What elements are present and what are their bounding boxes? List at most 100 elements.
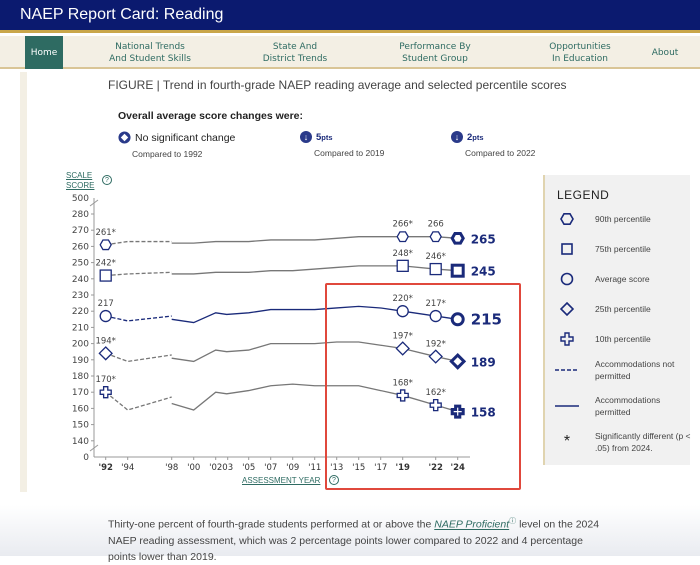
- change-value: 5: [316, 131, 322, 143]
- y-tick-label: 140: [72, 437, 89, 447]
- change-vs-2019: ↓ 5pts Compared to 2019: [300, 131, 384, 158]
- final-value-label: 265: [471, 232, 496, 246]
- nav-national-trends[interactable]: National Trends And Student Skills: [109, 41, 191, 64]
- summary-paragraph: Thirty-one percent of fourth-grade stude…: [108, 514, 608, 565]
- series-line-dashed: [105, 391, 172, 411]
- y-tick-label: 190: [72, 356, 89, 366]
- top-bar: [0, 0, 700, 33]
- series-line-solid: [171, 236, 458, 244]
- dashed-line-icon: [555, 369, 579, 371]
- change-compared: Compared to 2022: [465, 148, 536, 158]
- help-icon[interactable]: ?: [329, 475, 339, 485]
- figure-prefix: FIGURE |: [108, 78, 160, 92]
- legend: LEGEND 90th percentile 75th percentile A…: [543, 175, 691, 465]
- bottom-fade: [0, 505, 700, 556]
- x-tick-label: '98: [165, 463, 178, 473]
- paragraph-text: Thirty-one percent of fourth-grade stude…: [108, 518, 435, 531]
- app-title[interactable]: NAEP Report Card: Reading: [20, 6, 224, 23]
- series-line-solid: [171, 265, 458, 275]
- nav-opportunities[interactable]: Opportunities In Education: [549, 41, 611, 64]
- legend-item: Average score: [553, 272, 650, 286]
- help-icon[interactable]: ⓘ: [509, 518, 517, 525]
- x-tick-label: '07: [264, 463, 277, 473]
- cross-marker: [99, 386, 112, 399]
- cross-icon: [560, 332, 574, 346]
- y-tick-label: 220: [72, 307, 89, 317]
- legend-label: 10th percentile: [595, 334, 651, 344]
- data-label: 246*: [425, 252, 445, 262]
- legend-label: 90th percentile: [595, 214, 651, 224]
- data-label: 266: [428, 220, 444, 230]
- legend-item: Accommodations not permitted: [553, 358, 675, 382]
- y-tick-label: 280: [72, 210, 89, 220]
- diamond-marker: [98, 346, 113, 361]
- data-label: 261*: [95, 228, 115, 238]
- x-tick-label: '09: [286, 463, 299, 473]
- legend-item: 25th percentile: [553, 302, 651, 316]
- legend-label: 25th percentile: [595, 304, 651, 314]
- y-tick-label: 210: [72, 323, 89, 333]
- down-arrow-icon: ↓: [300, 131, 312, 143]
- y-tick-label: 260: [72, 242, 89, 252]
- x-tick-label: '05: [242, 463, 255, 473]
- legend-item: * Significantly different (p < .05) from …: [553, 430, 691, 454]
- x-tick-label: '92: [98, 463, 113, 473]
- change-value: No significant change: [135, 131, 236, 144]
- series-line-dashed: [105, 271, 172, 277]
- hexagon-icon: [560, 213, 574, 225]
- y-tick-label: 250: [72, 259, 89, 269]
- square-icon: [561, 243, 573, 255]
- x-tick-label: '94: [121, 463, 134, 473]
- y-tick-label: 230: [72, 291, 89, 301]
- square-marker: [450, 263, 465, 278]
- circle-marker: [99, 309, 112, 323]
- legend-label: Accommodations permitted: [595, 395, 661, 417]
- no-change-diamond-icon: [118, 131, 131, 144]
- nav-about[interactable]: About: [651, 47, 679, 58]
- x-axis-label[interactable]: ASSESSMENT YEAR: [242, 476, 321, 485]
- hexagon-marker: [99, 239, 112, 251]
- overall-heading: Overall average score changes were:: [118, 110, 304, 122]
- figure-title: FIGURE | Trend in fourth-grade NAEP read…: [108, 78, 567, 92]
- data-label: 217: [98, 299, 114, 309]
- y-tick-label: 160: [72, 404, 89, 414]
- series-line-dashed: [105, 315, 172, 322]
- naep-proficient-link[interactable]: NAEP Proficient: [434, 518, 510, 531]
- y-tick-label: 240: [72, 275, 89, 285]
- data-label: 194*: [95, 336, 115, 346]
- change-unit: pts: [472, 132, 484, 142]
- change-compared: Compared to 2019: [314, 148, 385, 158]
- nav-performance-group[interactable]: Performance By Student Group: [399, 41, 471, 64]
- legend-item: 90th percentile: [553, 212, 651, 226]
- legend-label: Average score: [595, 274, 650, 284]
- nav-state-district[interactable]: State And District Trends: [262, 41, 328, 64]
- y-axis-label[interactable]: SCALE SCORE: [66, 171, 95, 190]
- legend-label: Significantly different (p < .05) from 2…: [595, 431, 691, 453]
- figure-title-text: Trend in fourth-grade NAEP reading avera…: [162, 78, 567, 92]
- change-value: 2: [467, 131, 473, 143]
- legend-item: 75th percentile: [553, 242, 651, 256]
- nav-home[interactable]: Home: [25, 36, 63, 69]
- square-marker: [396, 259, 409, 272]
- x-tick-label: 03: [222, 463, 233, 473]
- x-tick-label: '11: [308, 463, 321, 473]
- asterisk-icon: *: [563, 433, 571, 450]
- data-label: 248*: [392, 249, 412, 259]
- main-nav: Home National Trends And Student Skills …: [0, 36, 700, 69]
- final-value-label: 245: [471, 265, 496, 279]
- legend-title: LEGEND: [557, 188, 610, 202]
- y-tick-label: 0: [83, 453, 89, 463]
- axis-break: [89, 444, 99, 452]
- square-marker: [99, 269, 112, 282]
- diamond-icon: [560, 302, 574, 316]
- y-tick-label: 180: [72, 372, 89, 382]
- x-tick-label: '02: [209, 463, 222, 473]
- change-unit: pts: [321, 132, 333, 142]
- axis-break: [89, 199, 99, 207]
- x-tick-label: '00: [187, 463, 200, 473]
- y-tick-label: 150: [72, 421, 89, 431]
- y-tick-label: 270: [72, 226, 89, 236]
- data-label: 242*: [95, 259, 115, 269]
- help-icon[interactable]: ?: [102, 175, 112, 185]
- hexagon-marker: [450, 232, 465, 245]
